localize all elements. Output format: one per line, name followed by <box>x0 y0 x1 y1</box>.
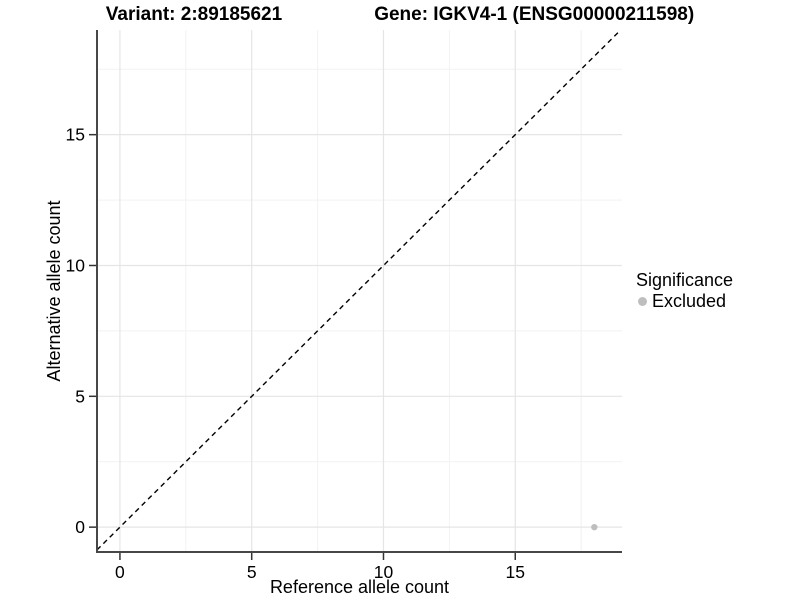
legend-item-label: Excluded <box>652 291 727 311</box>
legend-point-icon <box>638 297 647 306</box>
y-tick-label: 0 <box>75 517 85 537</box>
x-tick-label: 0 <box>115 562 125 582</box>
y-tick-label: 10 <box>66 255 86 275</box>
x-tick-label: 10 <box>374 562 394 582</box>
title-gene: Gene: IGKV4-1 (ENSG00000211598) <box>374 4 695 25</box>
identity-dashed-line <box>96 29 622 551</box>
y-tick-label: 5 <box>75 386 85 406</box>
x-tick-label: 5 <box>247 562 257 582</box>
legend: Significance Excluded <box>636 271 733 311</box>
data-point <box>591 523 598 531</box>
plot-title: Variant: 2:89185621 Gene: IGKV4-1 (ENSG0… <box>0 4 800 26</box>
x-axis-title: Reference allele count <box>269 577 450 597</box>
y-tick-label: 15 <box>66 125 85 145</box>
legend-title: Significance <box>636 270 734 290</box>
x-tick-label: 15 <box>506 562 525 582</box>
legend-item: Excluded <box>638 292 733 311</box>
y-axis-title: Alternative allele count <box>44 200 64 382</box>
title-variant: Variant: 2:89185621 <box>105 4 283 25</box>
